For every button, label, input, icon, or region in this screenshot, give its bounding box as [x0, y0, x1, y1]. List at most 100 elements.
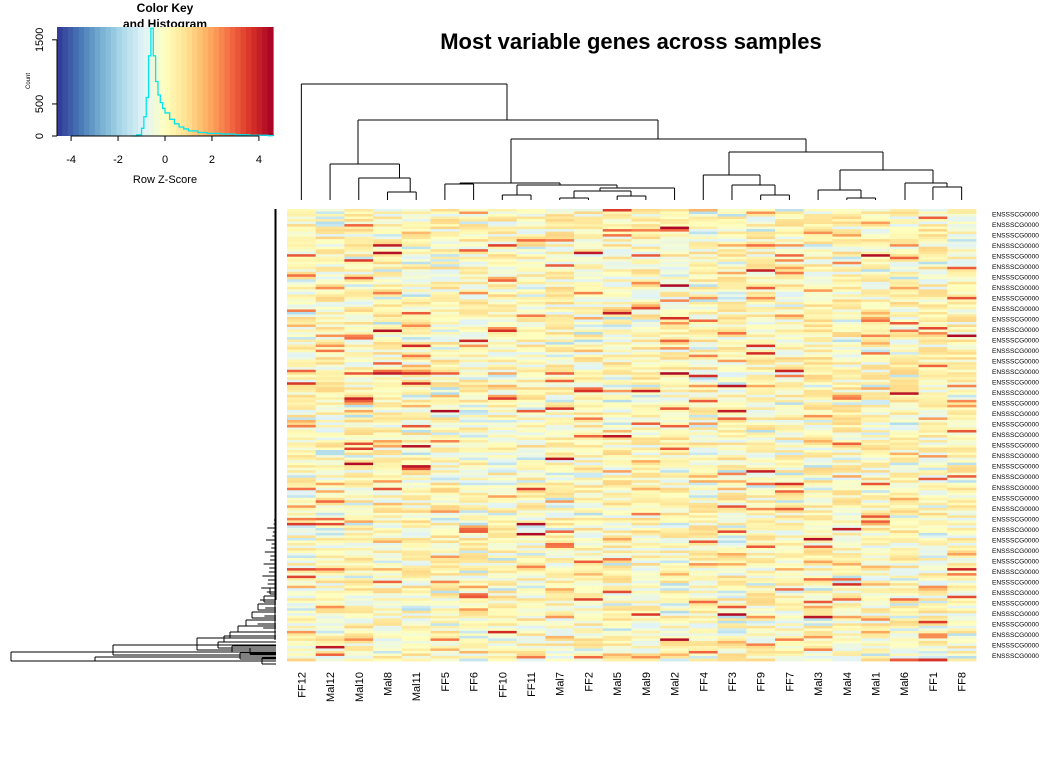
heatmap-cell [574, 221, 604, 225]
heatmap-cell [688, 527, 719, 531]
heatmap-cell [803, 264, 833, 268]
heatmap-cell [315, 588, 345, 592]
heatmap-cell [315, 522, 345, 526]
heatmap-cell [947, 244, 977, 248]
heatmap-cell [803, 404, 833, 408]
heatmap-cell [401, 249, 431, 253]
heatmap-cell [803, 590, 833, 594]
heatmap-cell [315, 281, 345, 285]
heatmap-cell [775, 613, 805, 617]
heatmap-cell [516, 648, 546, 652]
heatmap-cell [430, 472, 460, 476]
heatmap-cell [287, 482, 317, 486]
heatmap-cell [516, 487, 546, 491]
heatmap-cell [918, 211, 948, 215]
heatmap-cell [660, 284, 690, 288]
heatmap-cell [401, 364, 431, 368]
heatmap-cell [717, 638, 747, 642]
heatmap-cell [401, 460, 431, 464]
heatmap-cell [889, 490, 919, 494]
heatmap-cell [373, 407, 403, 411]
heatmap-cell [947, 337, 977, 340]
heatmap-cell [487, 527, 518, 531]
heatmap-cell [344, 457, 374, 461]
color-key-swatch [229, 27, 236, 136]
heatmap-cell [574, 482, 604, 486]
heatmap-cell [775, 216, 805, 220]
heatmap-cell [775, 490, 805, 494]
heatmap-cell [746, 422, 776, 426]
heatmap-cell [746, 565, 776, 569]
heatmap-cell [344, 216, 374, 220]
row-labels: ENSSSCG0000ENSSSCG0000ENSSSCG0000ENSSSCG… [992, 211, 1039, 659]
heatmap-cell [487, 653, 518, 657]
heatmap-cell [775, 553, 805, 556]
heatmap-cell [344, 424, 374, 428]
heatmap-cell [373, 301, 403, 305]
heatmap-cell [487, 402, 518, 406]
heatmap-cell [459, 329, 489, 333]
heatmap-cell [631, 633, 661, 637]
heatmap-cell [631, 563, 661, 566]
heatmap-cell [688, 560, 719, 564]
heatmap-cell [574, 450, 604, 453]
heatmap-cell [344, 382, 374, 386]
heatmap-cell [574, 289, 604, 293]
heatmap-cell [660, 520, 690, 524]
heatmap-cell [832, 512, 862, 516]
heatmap-cell [401, 525, 431, 529]
heatmap-cell [459, 359, 489, 363]
heatmap-cell [430, 568, 460, 571]
heatmap-cell [315, 224, 345, 227]
heatmap-cell [717, 467, 747, 471]
heatmap-cell [315, 575, 345, 579]
heatmap-cell [373, 219, 403, 222]
heatmap-cell [688, 427, 719, 431]
heatmap-cell [315, 480, 345, 484]
heatmap-cell [401, 399, 431, 403]
heatmap-cell [545, 583, 575, 587]
heatmap-cell [775, 535, 805, 539]
heatmap-cell [287, 266, 317, 270]
heatmap-cell [631, 284, 661, 288]
heatmap-cell [487, 525, 518, 529]
heatmap-cell [430, 563, 460, 566]
heatmap-cell [602, 583, 632, 587]
heatmap-cell [832, 445, 862, 448]
heatmap-cell [602, 613, 632, 617]
heatmap-cell [947, 542, 977, 546]
heatmap-cell [545, 527, 575, 531]
heatmap-cell [430, 259, 460, 263]
heatmap-cell [344, 322, 374, 325]
heatmap-cell [487, 324, 518, 328]
heatmap-cell [373, 512, 403, 516]
heatmap-cell [287, 236, 317, 240]
heatmap-cell [487, 349, 518, 353]
heatmap-cell [287, 226, 317, 230]
heatmap-cell [574, 392, 604, 396]
heatmap-cell [947, 457, 977, 461]
row-label: ENSSSCG0000 [992, 495, 1039, 502]
heatmap-cell [315, 620, 345, 624]
heatmap-cell [602, 578, 632, 582]
heatmap-cell [287, 522, 317, 526]
heatmap-cell [373, 618, 403, 622]
heatmap-cell [344, 407, 374, 411]
heatmap-cell [315, 327, 345, 330]
heatmap-cell [688, 364, 719, 368]
heatmap-cell [574, 620, 604, 624]
heatmap-cell [344, 362, 374, 366]
heatmap-cell [574, 585, 604, 589]
heatmap-cell [287, 628, 317, 632]
heatmap-cell [861, 593, 891, 597]
heatmap-cell [688, 322, 719, 325]
heatmap-cell [459, 442, 489, 446]
heatmap-cell [918, 500, 948, 504]
heatmap-cell [889, 633, 919, 637]
heatmap-cell [746, 229, 776, 232]
heatmap-cell [631, 630, 661, 634]
row-label: ENSSSCG0000 [992, 348, 1039, 355]
column-label: FF7 [784, 672, 796, 692]
heatmap-cell [775, 495, 805, 499]
heatmap-cell [918, 553, 948, 556]
